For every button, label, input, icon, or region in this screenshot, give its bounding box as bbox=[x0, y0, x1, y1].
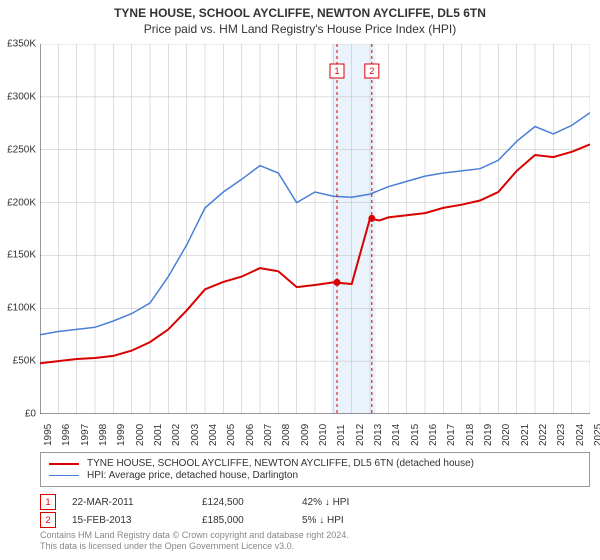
event-row: 1 22-MAR-2011£124,50042% ↓ HPI bbox=[40, 494, 590, 510]
x-tick-label: 2002 bbox=[171, 424, 182, 446]
y-tick-label: £250K bbox=[7, 144, 36, 155]
y-tick-label: £50K bbox=[13, 356, 36, 367]
x-tick-label: 2014 bbox=[391, 424, 402, 446]
x-tick-label: 2024 bbox=[575, 424, 586, 446]
x-tick-label: 2005 bbox=[226, 424, 237, 446]
legend-label: HPI: Average price, detached house, Darl… bbox=[87, 470, 298, 481]
legend: TYNE HOUSE, SCHOOL AYCLIFFE, NEWTON AYCL… bbox=[40, 452, 590, 487]
title-sub: Price paid vs. HM Land Registry's House … bbox=[0, 22, 600, 36]
event-price: £185,000 bbox=[202, 515, 302, 526]
title-main: TYNE HOUSE, SCHOOL AYCLIFFE, NEWTON AYCL… bbox=[0, 6, 600, 20]
title-block: TYNE HOUSE, SCHOOL AYCLIFFE, NEWTON AYCL… bbox=[0, 0, 600, 36]
x-tick-label: 2000 bbox=[135, 424, 146, 446]
y-tick-label: £150K bbox=[7, 250, 36, 261]
x-tick-label: 2008 bbox=[281, 424, 292, 446]
y-tick-label: £350K bbox=[7, 39, 36, 50]
x-tick-label: 2011 bbox=[336, 424, 347, 446]
x-tick-label: 2009 bbox=[300, 424, 311, 446]
y-axis-labels: £0£50K£100K£150K£200K£250K£300K£350K bbox=[0, 44, 38, 414]
attribution: Contains HM Land Registry data © Crown c… bbox=[40, 530, 349, 552]
x-tick-label: 2017 bbox=[446, 424, 457, 446]
x-tick-label: 2006 bbox=[245, 424, 256, 446]
chart-svg: 12 bbox=[40, 44, 590, 414]
x-tick-label: 2001 bbox=[153, 424, 164, 446]
x-tick-label: 1995 bbox=[43, 424, 54, 446]
event-date: 15-FEB-2013 bbox=[72, 515, 202, 526]
x-tick-label: 2015 bbox=[410, 424, 421, 446]
attribution-line-1: Contains HM Land Registry data © Crown c… bbox=[40, 530, 349, 541]
x-tick-label: 2013 bbox=[373, 424, 384, 446]
x-tick-label: 2020 bbox=[501, 424, 512, 446]
chart-container: TYNE HOUSE, SCHOOL AYCLIFFE, NEWTON AYCL… bbox=[0, 0, 600, 560]
y-tick-label: £200K bbox=[7, 197, 36, 208]
x-tick-label: 1996 bbox=[61, 424, 72, 446]
x-tick-label: 2018 bbox=[465, 424, 476, 446]
legend-label: TYNE HOUSE, SCHOOL AYCLIFFE, NEWTON AYCL… bbox=[87, 458, 474, 469]
x-tick-label: 2023 bbox=[556, 424, 567, 446]
chart-area: 12 bbox=[40, 44, 590, 414]
event-delta: 42% ↓ HPI bbox=[302, 497, 422, 508]
x-tick-label: 2012 bbox=[355, 424, 366, 446]
legend-swatch bbox=[49, 463, 79, 465]
svg-text:1: 1 bbox=[334, 66, 339, 76]
event-price: £124,500 bbox=[202, 497, 302, 508]
x-axis-labels: 1995 1996 1997 1998 1999 2000 2001 2002 2003 2004… bbox=[40, 416, 590, 456]
attribution-line-2: This data is licensed under the Open Gov… bbox=[40, 541, 349, 552]
x-tick-label: 2025 bbox=[593, 424, 600, 446]
y-tick-label: £300K bbox=[7, 91, 36, 102]
x-tick-label: 1997 bbox=[80, 424, 91, 446]
event-row: 2 15-FEB-2013£185,0005% ↓ HPI bbox=[40, 512, 590, 528]
x-tick-label: 2016 bbox=[428, 424, 439, 446]
x-tick-label: 1998 bbox=[98, 424, 109, 446]
x-tick-label: 2003 bbox=[190, 424, 201, 446]
event-date: 22-MAR-2011 bbox=[72, 497, 202, 508]
x-tick-label: 2004 bbox=[208, 424, 219, 446]
svg-text:2: 2 bbox=[369, 66, 374, 76]
x-tick-label: 2022 bbox=[538, 424, 549, 446]
x-tick-label: 2019 bbox=[483, 424, 494, 446]
event-table: 1 22-MAR-2011£124,50042% ↓ HPI 2 15-FEB-201… bbox=[40, 492, 590, 530]
legend-row: HPI: Average price, detached house, Darl… bbox=[49, 470, 581, 481]
event-badge: 1 bbox=[40, 494, 56, 510]
legend-swatch bbox=[49, 475, 79, 477]
y-tick-label: £0 bbox=[25, 409, 36, 420]
event-delta: 5% ↓ HPI bbox=[302, 515, 422, 526]
x-tick-label: 2007 bbox=[263, 424, 274, 446]
x-tick-label: 2010 bbox=[318, 424, 329, 446]
y-tick-label: £100K bbox=[7, 303, 36, 314]
legend-row: TYNE HOUSE, SCHOOL AYCLIFFE, NEWTON AYCL… bbox=[49, 458, 581, 469]
x-tick-label: 1999 bbox=[116, 424, 127, 446]
event-badge: 2 bbox=[40, 512, 56, 528]
x-tick-label: 2021 bbox=[520, 424, 531, 446]
